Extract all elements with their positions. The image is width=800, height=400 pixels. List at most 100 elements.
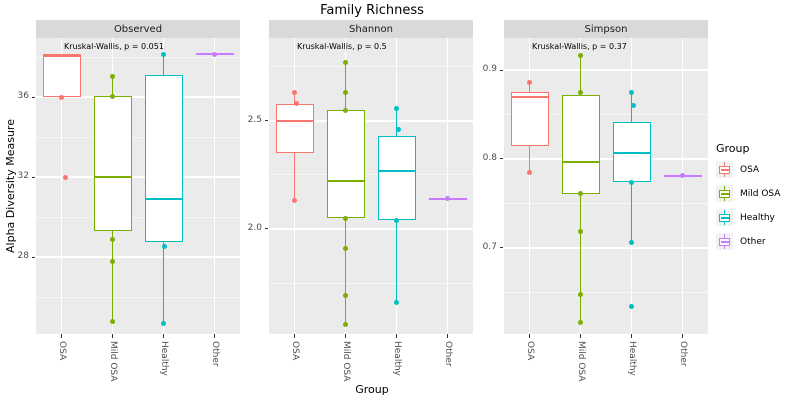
y-tick-label: 0.8	[482, 152, 497, 163]
data-point-healthy	[394, 217, 399, 223]
gridline-minor-y	[36, 216, 240, 218]
data-point-mild-osa	[578, 89, 583, 95]
box-mild-osa	[561, 94, 600, 194]
data-point-other	[680, 173, 685, 179]
data-point-mild-osa	[578, 229, 583, 235]
box-healthy	[144, 75, 183, 242]
whisker-upper-healthy	[162, 54, 165, 75]
y-tick-mark	[500, 158, 503, 160]
legend: Group OSA Mild OSA Healthy Other	[716, 142, 800, 257]
y-tick-label: 28	[17, 251, 29, 261]
x-tick-mark	[163, 334, 164, 338]
whisker-upper-mild-osa	[344, 62, 347, 111]
data-point-healthy	[394, 105, 399, 111]
legend-items: OSA Mild OSA Healthy Other	[716, 161, 800, 250]
whisker-lower-healthy	[395, 220, 398, 303]
data-point-mild-osa	[110, 93, 115, 99]
whisker-lower-mild-osa	[579, 193, 582, 323]
x-tick-mark	[682, 334, 683, 338]
data-point-healthy	[629, 179, 634, 185]
whisker-lower-healthy	[162, 242, 165, 323]
gridline-major-y	[36, 176, 240, 178]
data-point-other	[445, 196, 450, 202]
data-point-mild-osa	[343, 60, 348, 66]
median-mild-osa	[326, 180, 365, 183]
x-tick-label-mild-osa: Mild OSA	[341, 341, 351, 382]
facet-panel-simpson: Kruskal-Wallis, p = 0.37	[504, 38, 708, 334]
gridline-major-y	[36, 256, 240, 258]
gridline-major-y	[504, 69, 708, 71]
whisker-lower-healthy	[630, 182, 633, 243]
y-tick-mark	[265, 120, 268, 122]
median-healthy	[612, 151, 651, 154]
data-point-healthy	[629, 303, 634, 309]
legend-item-label: Healthy	[740, 212, 775, 223]
data-point-osa	[292, 90, 297, 96]
legend-item-other: Other	[716, 233, 800, 250]
kruskal-wallis-label: Kruskal-Wallis, p = 0.051	[64, 42, 164, 51]
gridline-major-x	[446, 38, 449, 334]
data-point-mild-osa	[343, 321, 348, 327]
box-osa	[275, 103, 314, 154]
whisker-lower-mild-osa	[111, 231, 114, 321]
y-tick-label: 2.5	[247, 114, 262, 125]
median-osa	[275, 119, 314, 122]
gridline-major-x	[213, 38, 216, 334]
legend-item-mild-osa: Mild OSA	[716, 185, 800, 202]
data-point-mild-osa	[343, 90, 348, 96]
whisker-upper-healthy	[395, 108, 398, 137]
gridline-minor-y	[504, 291, 708, 293]
legend-title: Group	[716, 142, 750, 155]
gridline-major-y	[504, 158, 708, 160]
x-tick-label-healthy: Healthy	[392, 341, 402, 376]
whisker-upper-mild-osa	[579, 55, 582, 95]
facet-panel-shannon: Kruskal-Wallis, p = 0.5	[269, 38, 473, 334]
whisker-upper-osa	[293, 92, 296, 104]
whisker-lower-mild-osa	[344, 218, 347, 325]
legend-item-label: Other	[740, 236, 766, 247]
x-tick-label-osa: OSA	[57, 341, 67, 361]
data-point-osa	[527, 169, 532, 175]
gridline-minor-y	[269, 174, 473, 176]
y-tick-mark	[500, 247, 503, 249]
box-osa	[42, 54, 81, 97]
box-healthy	[377, 136, 416, 221]
data-point-healthy	[629, 89, 634, 95]
legend-item-label: Mild OSA	[740, 188, 781, 199]
gridline-minor-y	[504, 202, 708, 204]
x-tick-mark	[580, 334, 581, 338]
legend-item-healthy: Healthy	[716, 209, 800, 226]
median-osa	[42, 55, 81, 57]
median-healthy	[377, 169, 416, 172]
data-point-mild-osa	[343, 293, 348, 299]
boxplot-key-icon	[716, 209, 733, 226]
gridline-minor-y	[269, 66, 473, 68]
facet-strip-shannon: Shannon	[269, 20, 473, 38]
whisker-lower-osa	[528, 146, 531, 173]
data-point-mild-osa	[578, 319, 583, 325]
x-tick-label-other: Other	[210, 341, 220, 367]
x-tick-mark	[631, 334, 632, 338]
data-point-mild-osa	[110, 236, 115, 242]
x-tick-mark	[345, 334, 346, 338]
legend-item-label: OSA	[740, 164, 760, 175]
x-tick-mark	[294, 334, 295, 338]
data-point-mild-osa	[110, 258, 115, 264]
x-tick-mark	[214, 334, 215, 338]
median-mild-osa	[93, 176, 132, 178]
y-tick-mark	[32, 256, 35, 258]
x-tick-label-osa: OSA	[525, 341, 535, 361]
gridline-minor-y	[36, 296, 240, 298]
data-point-mild-osa	[578, 191, 583, 197]
whisker-upper-mild-osa	[111, 76, 114, 96]
facet-strip-observed: Observed	[36, 20, 240, 38]
median-healthy	[144, 198, 183, 200]
data-point-mild-osa	[578, 53, 583, 59]
facet-panel-observed: Kruskal-Wallis, p = 0.051	[36, 38, 240, 334]
whisker-lower-osa	[293, 153, 296, 201]
data-point-healthy	[161, 51, 166, 57]
data-point-osa	[59, 94, 64, 100]
data-point-mild-osa	[110, 318, 115, 324]
x-axis-title: Group	[355, 383, 389, 396]
